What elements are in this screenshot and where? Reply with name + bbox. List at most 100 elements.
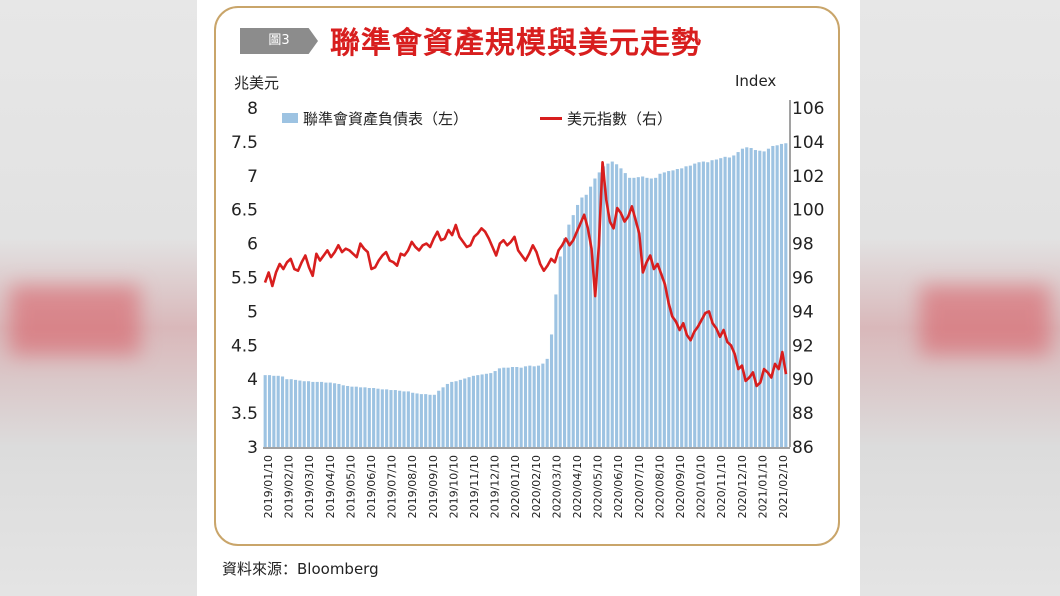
x-tick-label-4: 2019/05/10 [344, 455, 357, 518]
bar-38 [428, 394, 432, 447]
legend: 聯準會資產負債表（左） 美元指數（右） [282, 110, 672, 128]
bar-55 [502, 367, 506, 447]
bar-111 [745, 147, 749, 447]
bar-17 [337, 383, 341, 447]
bar-11 [311, 381, 315, 447]
bar-116 [766, 148, 771, 447]
bar-41 [441, 387, 445, 447]
bar-99 [693, 163, 697, 447]
bar-62 [532, 366, 536, 447]
figure-tag: 圖3 [240, 28, 318, 54]
bar-73 [580, 197, 584, 447]
x-tick-label-7: 2019/08/10 [406, 455, 419, 518]
x-tick-label-3: 2019/04/10 [324, 455, 337, 518]
bar-37 [424, 394, 428, 447]
x-tick-label-23: 2020/12/10 [736, 455, 749, 518]
bar-24 [367, 388, 371, 447]
bar-68 [558, 256, 562, 447]
bar-63 [536, 365, 541, 447]
x-tick-label-9: 2019/10/10 [447, 455, 460, 518]
bar-42 [445, 383, 449, 447]
bar-46 [463, 378, 467, 447]
bar-96 [680, 168, 684, 447]
left-tick-label-3: 4.5 [231, 336, 258, 356]
bar-84 [628, 177, 632, 447]
bar-39 [432, 394, 436, 447]
x-tick-label-21: 2020/10/10 [695, 455, 708, 518]
left-tick-label-0: 3 [247, 438, 258, 458]
bar-15 [328, 382, 332, 447]
bar-18 [341, 385, 345, 447]
bar-22 [359, 387, 363, 447]
bar-86 [636, 177, 640, 447]
right-tick-label-6: 98 [792, 235, 814, 255]
chart-title: 聯準會資產規模與美元走勢 [330, 26, 702, 61]
x-tick-label-8: 2019/09/10 [427, 455, 440, 518]
bar-5 [285, 379, 289, 447]
bar-61 [528, 365, 532, 447]
x-tick-label-13: 2020/02/10 [530, 455, 543, 518]
bar-82 [619, 168, 623, 447]
x-tick-label-15: 2020/04/10 [571, 455, 584, 518]
x-tick-label-12: 2020/01/10 [509, 455, 522, 518]
bar-88 [645, 177, 649, 447]
bar-78 [602, 166, 606, 447]
x-tick-label-19: 2020/08/10 [653, 455, 666, 518]
x-tick-label-16: 2020/05/10 [592, 455, 605, 518]
bar-10 [307, 381, 311, 447]
left-tick-label-9: 7.5 [231, 133, 258, 153]
background-right-panel [860, 0, 1060, 596]
bar-110 [740, 148, 744, 447]
bar-27 [380, 389, 384, 447]
dollar-index-line [263, 160, 788, 388]
bar-60 [523, 366, 528, 447]
bar-4 [280, 376, 285, 447]
bar-107 [727, 157, 731, 448]
bar-3 [276, 375, 280, 447]
bar-120 [784, 143, 788, 447]
bar-36 [419, 394, 423, 447]
bar-76 [593, 178, 597, 447]
bar-70 [567, 224, 571, 447]
bar-1 [267, 375, 272, 447]
bar-87 [641, 176, 645, 448]
bar-13 [320, 381, 324, 447]
right-tick-label-4: 94 [792, 302, 814, 322]
x-tick-label-25: 2021/02/10 [777, 455, 790, 518]
bar-30 [393, 390, 397, 447]
legend-label-bars: 聯準會資產負債表（左） [303, 110, 468, 128]
x-tick-label-20: 2020/09/10 [674, 455, 687, 518]
right-tick-label-8: 102 [792, 167, 824, 187]
x-tick-label-14: 2020/03/10 [550, 455, 563, 518]
bar-59 [519, 367, 523, 447]
bar-9 [302, 381, 306, 447]
figure-card [214, 6, 840, 546]
bar-35 [415, 393, 419, 447]
left-tick-label-4: 5 [247, 302, 258, 322]
bar-8 [298, 380, 302, 447]
bar-53 [493, 371, 497, 447]
bar-90 [654, 177, 658, 447]
bar-80 [610, 161, 614, 447]
bar-71 [571, 215, 575, 447]
bar-32 [402, 391, 406, 447]
bar-101 [701, 161, 705, 447]
left-y-axis: 3 3.5 4 4.5 5 5.5 6 6.5 7 7.5 8 [231, 99, 258, 458]
right-tick-label-2: 90 [792, 370, 814, 390]
bar-47 [467, 377, 471, 447]
bar-112 [749, 148, 753, 447]
bar-109 [736, 152, 740, 447]
bar-58 [515, 367, 519, 447]
bar-54 [497, 368, 502, 447]
x-axis: 2019/01/10 2019/02/10 2019/03/10 2019/04/10… [262, 447, 790, 518]
bar-31 [398, 390, 402, 447]
bar-14 [324, 382, 328, 447]
bar-97 [684, 166, 688, 447]
bar-50 [480, 374, 484, 447]
bar-33 [406, 391, 410, 447]
x-tick-label-11: 2019/12/10 [489, 455, 502, 518]
legend-swatch-bars [282, 113, 298, 123]
right-tick-label-7: 100 [792, 201, 824, 221]
bar-2 [272, 375, 276, 447]
